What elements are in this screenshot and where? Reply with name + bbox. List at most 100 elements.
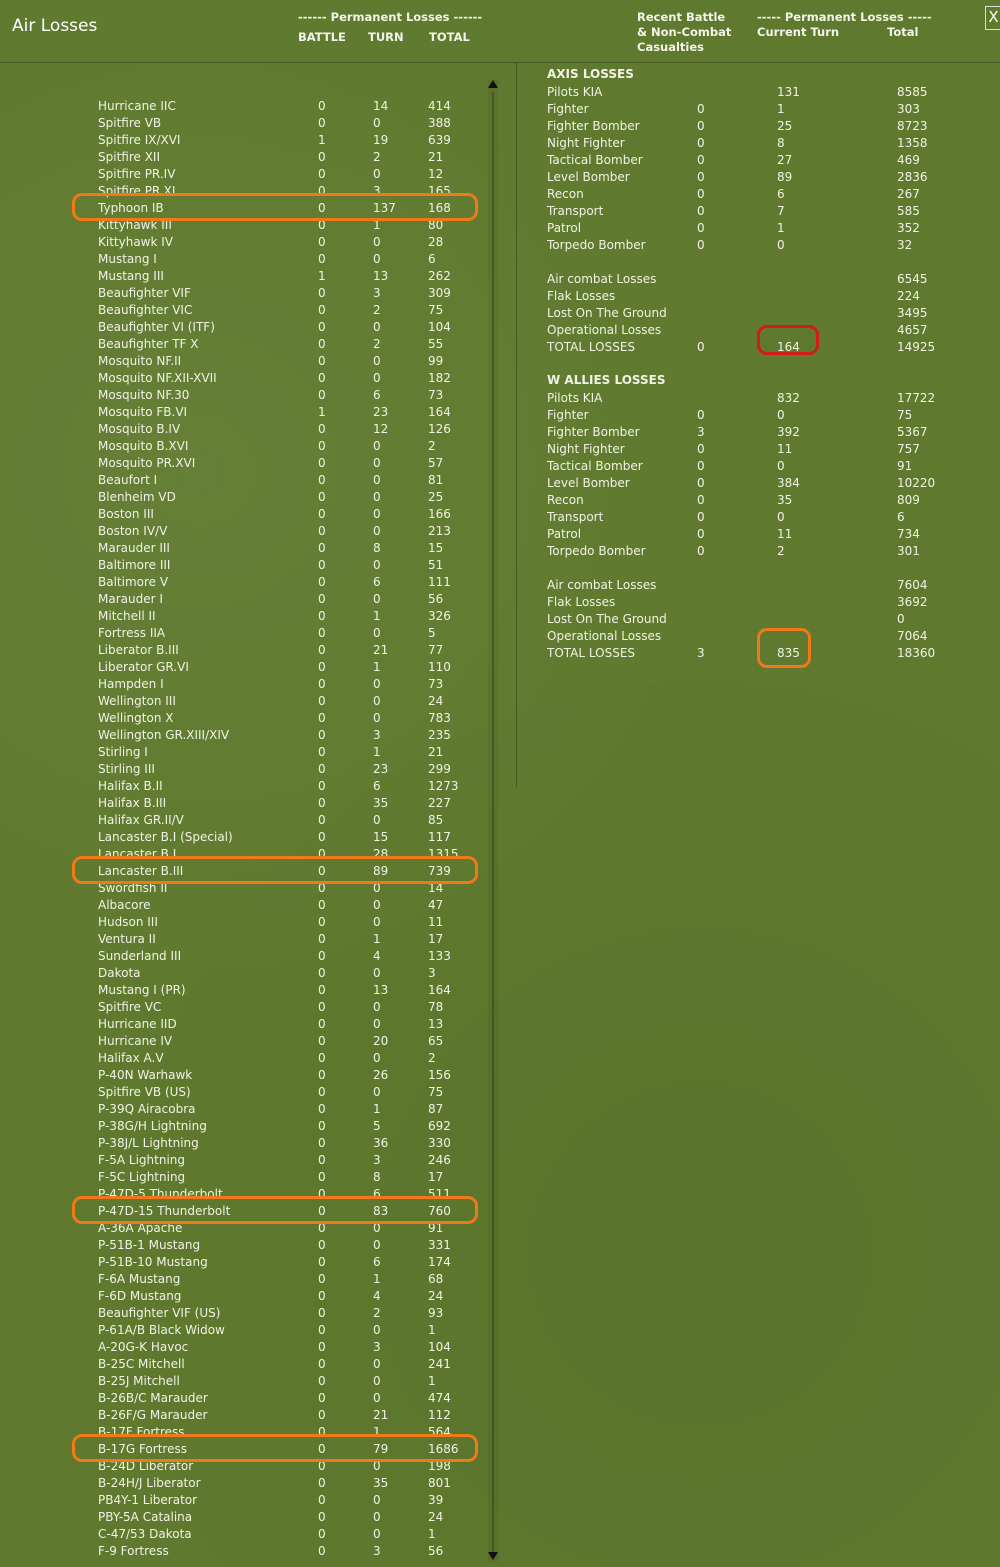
aircraft-name: Ventura II [98, 932, 156, 946]
turn-losses: 0 [373, 592, 381, 606]
total-losses: 235 [428, 728, 451, 742]
total-losses: 564 [428, 1425, 451, 1439]
turn-losses: 3 [373, 1153, 381, 1167]
battle-losses: 0 [318, 1306, 326, 1320]
summary-label: Patrol [547, 221, 582, 235]
aircraft-row: B-26F/G Marauder 0 21 112 [0, 1407, 480, 1424]
total-losses: 227 [428, 796, 451, 810]
total-losses: 85 [428, 813, 444, 827]
summary-row: Pilots KIA 131 8585 [547, 84, 987, 101]
total-losses: 1686 [428, 1442, 459, 1456]
total-losses: 414 [428, 99, 451, 113]
aircraft-row: Spitfire VC 0 0 78 [0, 999, 480, 1016]
aircraft-name: PB4Y-1 Liberator [98, 1493, 198, 1507]
total-losses: 7064 [897, 629, 928, 643]
total-losses: 213 [428, 524, 451, 538]
total-losses: 6545 [897, 272, 928, 286]
scrollbar[interactable] [488, 80, 498, 1562]
aircraft-name: B-17F Fortress [98, 1425, 185, 1439]
battle-losses: 0 [318, 932, 326, 946]
summary-row: Night Fighter 0 8 1358 [547, 135, 987, 152]
battle-losses: 0 [318, 1221, 326, 1235]
scroll-up-arrow-icon[interactable] [488, 80, 498, 88]
aircraft-row: Baltimore V 0 6 111 [0, 574, 480, 591]
scroll-down-arrow-icon[interactable] [488, 1552, 498, 1560]
battle-losses: 0 [318, 1051, 326, 1065]
aircraft-row: B-17F Fortress 0 1 564 [0, 1424, 480, 1441]
aircraft-name: P-61A/B Black Widow [98, 1323, 225, 1337]
aircraft-row: Mosquito B.XVI 0 0 2 [0, 438, 480, 455]
total-losses: 12 [428, 167, 444, 181]
aircraft-name: P-38J/L Lightning [98, 1136, 199, 1150]
total-losses: 734 [897, 527, 920, 541]
battle-losses: 0 [318, 1119, 326, 1133]
aircraft-name: B-26F/G Marauder [98, 1408, 208, 1422]
battle-losses: 0 [318, 354, 326, 368]
aircraft-row: Beaufort I 0 0 81 [0, 472, 480, 489]
battle-losses: 0 [318, 762, 326, 776]
turn-losses: 2 [373, 303, 381, 317]
recent-casualties: 0 [697, 170, 705, 184]
aircraft-name: Marauder I [98, 592, 163, 606]
battle-losses: 0 [318, 303, 326, 317]
summary-row: TOTAL LOSSES 3 835 18360 [547, 645, 987, 662]
total-losses: 267 [897, 187, 920, 201]
aircraft-name: Mosquito FB.VI [98, 405, 188, 419]
total-losses: 303 [897, 102, 920, 116]
turn-losses: 15 [373, 830, 389, 844]
turn-losses: 0 [373, 1017, 381, 1031]
total-losses: 28 [428, 235, 444, 249]
aircraft-row: Mosquito FB.VI 1 23 164 [0, 404, 480, 421]
battle-losses: 0 [318, 422, 326, 436]
total-losses: 469 [897, 153, 920, 167]
recent-casualties: 0 [697, 187, 705, 201]
recent-battle-header-line2: & Non-Combat [637, 25, 732, 39]
summary-row: Operational Losses 4657 [547, 322, 987, 339]
aircraft-name: Kittyhawk III [98, 218, 172, 232]
aircraft-name: Dakota [98, 966, 141, 980]
summary-row: Tactical Bomber 0 0 91 [547, 458, 987, 475]
aircraft-row: A-20G-K Havoc 0 3 104 [0, 1339, 480, 1356]
summary-row: Pilots KIA 832 17722 [547, 390, 987, 407]
turn-losses: 1 [373, 1272, 381, 1286]
aircraft-row: Mitchell II 0 1 326 [0, 608, 480, 625]
total-losses: 47 [428, 898, 444, 912]
turn-losses: 0 [373, 1374, 381, 1388]
aircraft-row: Wellington III 0 0 24 [0, 693, 480, 710]
total-losses: 2 [428, 1051, 436, 1065]
aircraft-row: Hampden I 0 0 73 [0, 676, 480, 693]
scrollbar-track[interactable] [492, 92, 494, 1552]
aircraft-row: P-47D-5 Thunderbolt 0 6 511 [0, 1186, 480, 1203]
turn-losses: 3 [373, 1340, 381, 1354]
aircraft-name: Wellington X [98, 711, 174, 725]
aircraft-name: P-38G/H Lightning [98, 1119, 207, 1133]
aircraft-row: C-47/53 Dakota 0 0 1 [0, 1526, 480, 1543]
turn-losses: 28 [373, 847, 389, 861]
total-losses: 174 [428, 1255, 451, 1269]
total-losses: 474 [428, 1391, 451, 1405]
recent-casualties: 0 [697, 238, 705, 252]
aircraft-name: Halifax B.III [98, 796, 167, 810]
battle-losses: 0 [318, 1136, 326, 1150]
summary-label: Pilots KIA [547, 85, 603, 99]
aircraft-name: Beaufort I [98, 473, 158, 487]
total-losses: 692 [428, 1119, 451, 1133]
battle-losses: 0 [318, 1255, 326, 1269]
aircraft-name: P-51B-1 Mustang [98, 1238, 201, 1252]
turn-losses: 1 [373, 932, 381, 946]
total-losses: 11 [428, 915, 444, 929]
summary-label: Level Bomber [547, 170, 630, 184]
aircraft-row: Halifax B.III 0 35 227 [0, 795, 480, 812]
aircraft-row: Beaufighter TF X 0 2 55 [0, 336, 480, 353]
battle-losses: 0 [318, 847, 326, 861]
aircraft-name: Mosquito PR.XVI [98, 456, 196, 470]
aircraft-name: Beaufighter VIF [98, 286, 191, 300]
close-button[interactable]: X [985, 6, 1000, 30]
battle-losses: 0 [318, 371, 326, 385]
summary-label: Torpedo Bomber [547, 544, 646, 558]
turn-losses: 0 [373, 1323, 381, 1337]
aircraft-row: Dakota 0 0 3 [0, 965, 480, 982]
total-losses: 299 [428, 762, 451, 776]
summary-label: Tactical Bomber [547, 153, 643, 167]
aircraft-name: Hampden I [98, 677, 164, 691]
